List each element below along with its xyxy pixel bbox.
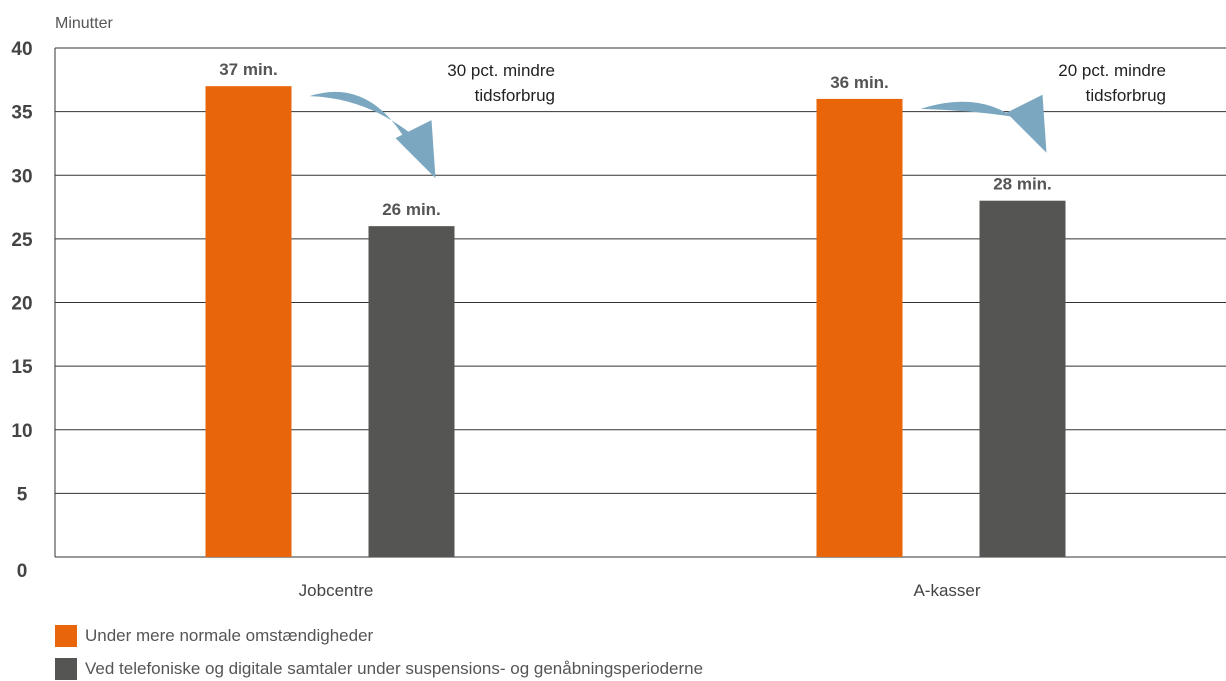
x-tick-label: Jobcentre [299,581,374,600]
arrow-head-icon [1006,94,1047,153]
annotation-text: 20 pct. mindre [1058,61,1166,80]
y-tick-label: 15 [11,357,33,378]
y-tick-label: 35 [11,103,33,124]
bar-chart: Minutter 0 5 10 15 20 25 30 35 40 37 min. 26 min.… [11,15,1226,600]
arrows [309,91,1047,179]
legend-item-series-1: Under mere normale omstændigheder [55,625,373,647]
annotation-text: tidsforbrug [475,86,555,105]
bar-labels: 37 min. 26 min. 36 min. 28 min. [219,60,1052,219]
bar [205,86,292,558]
data-label: 37 min. [219,60,278,79]
arrow-icon [920,101,1037,125]
y-ticks: 0 5 10 15 20 25 30 35 40 [11,39,33,582]
y-axis-label: Minutter [55,15,113,32]
y-tick-label: 5 [17,484,28,505]
annotation-text: 30 pct. mindre [447,61,555,80]
legend-item-series-2: Ved telefoniske og digitale samtaler und… [55,658,703,680]
legend-label: Ved telefoniske og digitale samtaler und… [85,659,704,678]
y-tick-label: 20 [11,294,32,315]
y-tick-label: 10 [11,421,32,442]
annotations: 30 pct. mindre tidsforbrug 20 pct. mindre t… [447,61,1166,105]
legend-swatch [55,658,77,680]
bar [368,226,455,557]
annotation-text: tidsforbrug [1086,86,1166,105]
arrow-head-icon [395,120,436,179]
y-tick-label: 0 [17,561,28,582]
x-ticks: Jobcentre A-kasser [299,581,981,600]
bar [979,200,1066,557]
y-tick-label: 40 [11,39,32,60]
y-tick-label: 25 [11,230,33,251]
data-label: 28 min. [993,175,1052,194]
bar [816,98,903,558]
x-tick-label: A-kasser [913,581,980,600]
data-label: 26 min. [382,200,441,219]
bars [205,86,1066,558]
data-label: 36 min. [830,73,889,92]
legend-label: Under mere normale omstændigheder [85,626,374,645]
legend-swatch [55,625,77,647]
y-tick-label: 30 [11,166,32,187]
